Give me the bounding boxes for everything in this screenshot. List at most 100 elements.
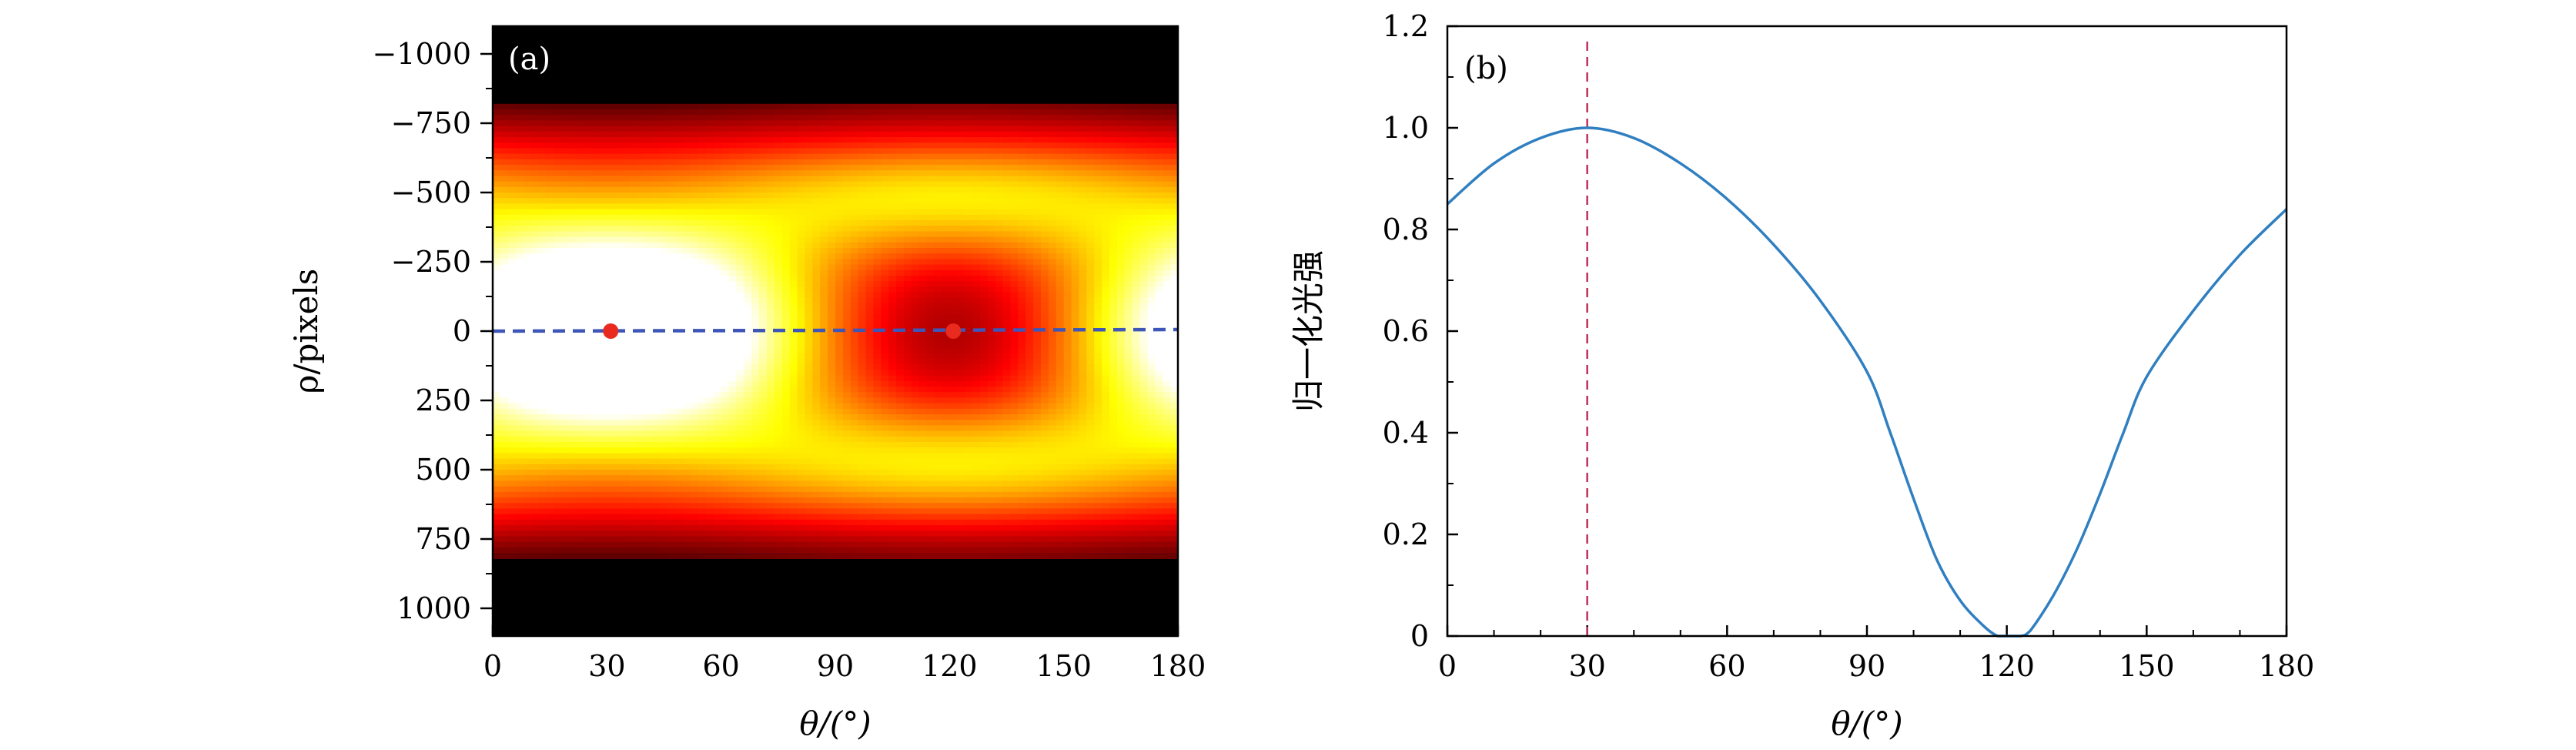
heatmap-cell <box>842 286 851 293</box>
heatmap-cell <box>759 320 768 326</box>
heatmap-cell <box>751 131 760 138</box>
heatmap-cell <box>507 109 517 116</box>
heatmap-cell <box>667 491 677 498</box>
heatmap-cell <box>850 547 859 554</box>
heatmap-cell <box>781 353 791 360</box>
heatmap-cell <box>888 259 897 266</box>
heatmap-cell <box>736 103 745 110</box>
heatmap-cell <box>881 153 890 160</box>
heatmap-cell <box>652 209 661 216</box>
heatmap-cell <box>538 181 547 188</box>
heatmap-cell <box>888 519 897 526</box>
heatmap-cell <box>812 475 821 482</box>
heatmap-cell <box>842 364 851 371</box>
heatmap-cell <box>644 370 654 377</box>
heatmap-cell <box>881 392 890 399</box>
heatmap-cell <box>774 347 783 354</box>
heatmap-cell <box>698 170 707 177</box>
heatmap-cell <box>568 242 577 249</box>
heatmap-cell <box>820 397 828 404</box>
heatmap-cell <box>705 181 714 188</box>
heatmap-cell <box>949 387 958 393</box>
heatmap-cell <box>599 314 608 321</box>
heatmap-cell <box>942 165 951 171</box>
heatmap-cell <box>926 347 935 354</box>
heatmap-cell <box>637 536 646 543</box>
heatmap-cell <box>918 453 928 460</box>
heatmap-cell <box>576 414 585 420</box>
heatmap-cell <box>607 359 616 365</box>
heatmap-cell <box>774 486 783 493</box>
heatmap-cell <box>554 508 562 515</box>
heatmap-cell <box>789 364 798 371</box>
heatmap-cell <box>523 392 532 399</box>
heatmap-cell <box>599 380 608 387</box>
heatmap-cell <box>568 214 577 221</box>
heatmap-cell <box>561 120 570 127</box>
heatmap-cell <box>904 353 912 360</box>
heatmap-cell <box>858 414 867 420</box>
heatmap-cell <box>759 475 768 482</box>
heatmap-cell <box>781 153 791 160</box>
heatmap-cell <box>728 270 738 276</box>
heatmap-cell <box>546 470 554 476</box>
heatmap-cell <box>789 414 798 420</box>
heatmap-cell <box>850 297 859 304</box>
heatmap-cell <box>721 353 730 360</box>
heatmap-cell <box>721 115 730 122</box>
heatmap-cell <box>530 486 540 493</box>
heatmap-cell <box>660 442 669 448</box>
heatmap-cell <box>561 336 570 343</box>
heatmap-cell <box>683 209 691 216</box>
heatmap-cell <box>911 508 920 515</box>
heatmap-cell <box>865 148 875 155</box>
heatmap-cell <box>759 436 768 443</box>
heatmap-cell <box>667 142 677 149</box>
heatmap-cell <box>630 508 638 515</box>
heatmap-cell <box>781 464 791 470</box>
heatmap-cell <box>591 464 601 470</box>
heatmap-cell <box>622 309 631 316</box>
heatmap-cell <box>812 198 821 205</box>
heatmap-cell <box>842 109 851 116</box>
heatmap-cell <box>888 442 897 448</box>
heatmap-cell <box>865 453 875 460</box>
heatmap-cell <box>865 320 875 326</box>
heatmap-cell <box>934 470 943 476</box>
heatmap-cell <box>942 203 951 210</box>
heatmap-cell <box>736 193 745 199</box>
heatmap-cell <box>584 281 593 288</box>
heatmap-cell <box>698 259 707 266</box>
heatmap-cell <box>835 547 844 554</box>
heatmap-cell <box>751 325 760 332</box>
heatmap-cell <box>942 153 951 160</box>
heatmap-cell <box>607 525 616 531</box>
heatmap-cell <box>660 253 669 260</box>
heatmap-cell <box>744 264 753 271</box>
heatmap-cell <box>637 297 646 304</box>
heatmap-cell <box>911 392 920 399</box>
heatmap-cell <box>744 214 753 221</box>
heatmap-cell <box>705 142 714 149</box>
heatmap-cell <box>683 115 691 122</box>
heatmap-cell <box>926 336 935 343</box>
heatmap-cell <box>614 408 623 415</box>
heatmap-cell <box>500 553 509 559</box>
heatmap-cell <box>515 159 524 166</box>
heatmap-cell <box>881 442 890 448</box>
heatmap-cell <box>812 359 821 365</box>
heatmap-cell <box>705 270 714 276</box>
heatmap-cell <box>926 453 935 460</box>
heatmap-cell <box>683 142 691 149</box>
heatmap-cell <box>942 303 951 310</box>
heatmap-cell <box>896 403 905 410</box>
heatmap-cell <box>523 220 532 226</box>
heatmap-cell <box>812 425 821 432</box>
heatmap-cell <box>751 403 760 410</box>
heatmap-cell <box>691 508 699 515</box>
heatmap-cell <box>637 353 646 360</box>
heatmap-cell <box>591 497 601 504</box>
heatmap-cell <box>667 248 677 254</box>
heatmap-cell <box>926 447 935 454</box>
heatmap-cell <box>622 331 631 337</box>
